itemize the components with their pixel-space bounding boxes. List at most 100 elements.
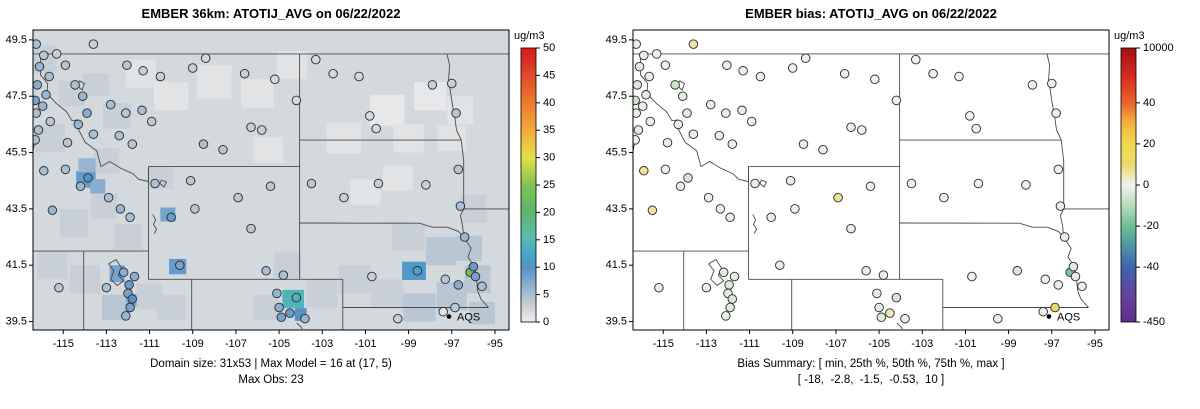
model-field-cell	[82, 73, 109, 97]
station-point	[993, 313, 1003, 324]
station-point	[766, 212, 776, 223]
axes: -115 -113 -111 -109 -107 -105 -103 -101 -99 -97 -9…	[6, 34, 503, 350]
station-point	[965, 111, 975, 121]
station-point	[641, 90, 651, 100]
station-point	[891, 292, 902, 303]
x-axis-tick-label: -103	[311, 338, 333, 350]
model-field-cell	[294, 308, 307, 321]
x-axis-tick-label: -107	[225, 338, 247, 350]
y-axis-tick-label: 47.5	[606, 90, 627, 102]
station-point	[727, 294, 738, 304]
station-point	[654, 282, 664, 293]
station-point	[88, 39, 99, 49]
station-point	[115, 204, 126, 214]
station-point	[447, 78, 457, 89]
station-point	[633, 135, 640, 145]
model-map-canvas: -115 -113 -111 -109 -107 -105 -103 -101 -99 -97 -9…	[6, 29, 555, 350]
station-point	[453, 280, 464, 290]
station-point	[103, 192, 114, 203]
station-point	[722, 60, 732, 70]
station-point	[75, 181, 86, 192]
model-panel-title: EMBER 36km: ATOTIJ_AVG on 06/22/2022	[141, 6, 401, 21]
station-point	[33, 135, 40, 145]
axes: -115 -113 -111 -109 -107 -105 -103 -101 -99 -97 -9…	[606, 34, 1103, 350]
station-point	[701, 282, 712, 293]
station-point	[73, 119, 84, 130]
station-point	[911, 54, 921, 65]
station-point	[246, 122, 256, 132]
station-point	[270, 74, 280, 85]
station-point	[721, 108, 731, 118]
station-point	[737, 105, 747, 116]
state-border-line	[1046, 53, 1062, 141]
y-axis-tick-label: 45.5	[6, 147, 27, 159]
station-point	[468, 261, 479, 272]
state-border-line	[752, 214, 758, 234]
station-point	[354, 71, 364, 82]
station-point	[373, 178, 384, 189]
model-field-cell	[382, 165, 413, 191]
station-point	[718, 267, 729, 278]
station-point	[800, 53, 811, 63]
station-point	[455, 201, 466, 211]
state-border-line	[296, 322, 303, 330]
x-axis-tick-label: -109	[782, 338, 804, 350]
model-field-cell	[241, 79, 274, 108]
station-point	[645, 116, 656, 127]
model-caption-line1: Domain size: 31x53 | Max Model = 16 at (…	[150, 358, 392, 370]
bias-panel-title: EMBER bias: ATOTIJ_AVG on 06/22/2022	[745, 6, 997, 21]
station-point	[393, 313, 403, 324]
station-point	[939, 192, 949, 203]
station-point	[714, 130, 725, 141]
model-field-cell	[326, 122, 362, 154]
station-point	[125, 212, 135, 223]
colorbar-tick-label: 10000	[1143, 42, 1174, 54]
model-field-cell	[93, 148, 120, 174]
panel-bias: EMBER bias: ATOTIJ_AVG on 06/22/2022 ug/…	[600, 0, 1200, 409]
station-point	[278, 270, 289, 280]
station-point	[647, 205, 658, 216]
station-point	[633, 39, 641, 49]
station-point	[33, 125, 44, 135]
x-axis-tick-label: -103	[911, 338, 933, 350]
station-point	[775, 260, 785, 270]
colorbar-tick-label: 25	[543, 179, 555, 191]
model-field-cell	[78, 158, 96, 173]
station-point	[137, 105, 147, 116]
station-point	[257, 125, 267, 135]
station-point	[198, 139, 209, 149]
station-point	[54, 282, 64, 293]
station-point	[306, 178, 317, 189]
station-point	[683, 173, 693, 183]
colorbar-tick-label: 5	[543, 289, 549, 301]
station-point	[150, 178, 160, 189]
station-point	[45, 116, 56, 127]
model-field-cell	[90, 179, 106, 194]
colorbar-tick-label: -450	[1143, 316, 1165, 328]
station-point	[1059, 232, 1070, 242]
station-point	[62, 137, 73, 148]
station-point	[41, 90, 51, 100]
station-point	[688, 129, 699, 139]
x-axis-tick-label: -111	[739, 338, 759, 350]
station-point	[239, 68, 250, 79]
station-point	[427, 80, 438, 90]
model-field-cell	[370, 279, 404, 308]
station-point	[738, 66, 748, 76]
station-point	[885, 308, 895, 318]
colorbar-tick-label: 30	[543, 152, 555, 164]
station-point	[121, 311, 131, 321]
station-point	[967, 271, 977, 282]
model-field-cell	[188, 283, 219, 309]
x-axis-tick-label: -113	[696, 338, 717, 350]
model-field-cell	[59, 208, 89, 238]
station-point	[218, 144, 228, 155]
model-field-cell	[425, 237, 457, 266]
station-point	[138, 66, 148, 76]
station-point	[276, 312, 287, 323]
model-field-cell	[369, 94, 405, 126]
station-point	[727, 139, 738, 149]
colorbar-tick-label: 20	[1143, 138, 1155, 150]
station-point	[1055, 201, 1066, 211]
station-point	[365, 111, 375, 121]
